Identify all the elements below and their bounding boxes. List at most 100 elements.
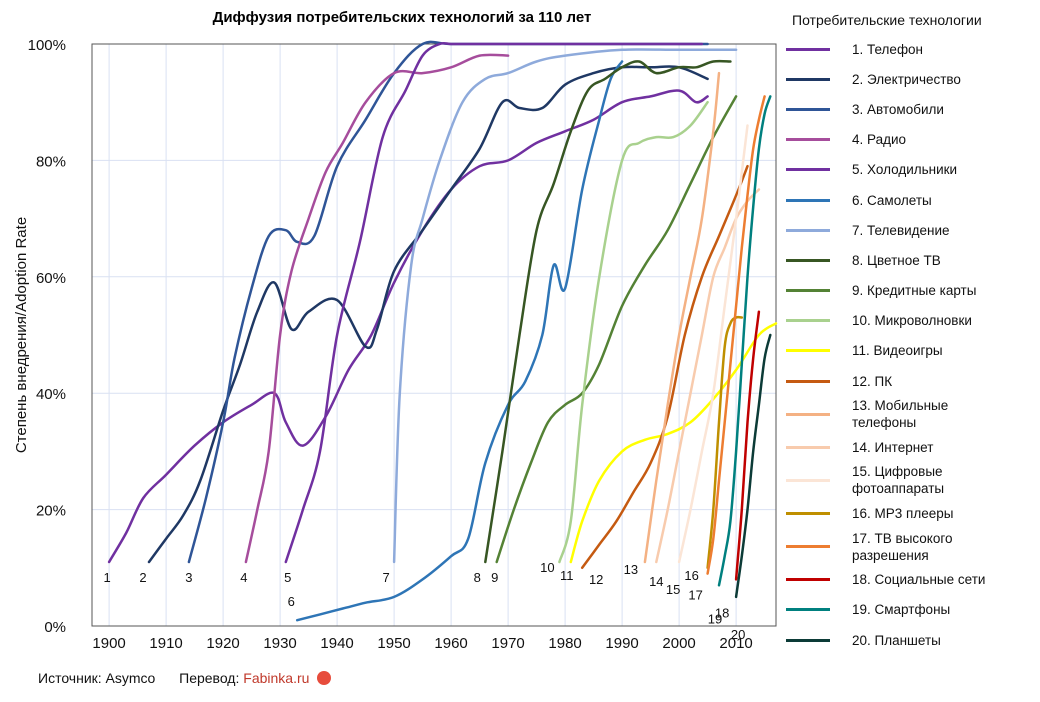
series-start-label: 14 [649, 574, 663, 589]
legend-swatch [786, 168, 830, 172]
legend: Потребительские технологии 1. Телефон 2. … [780, 8, 1038, 655]
series-start-label: 17 [688, 588, 702, 603]
legend-label: 1. Телефон [852, 41, 924, 57]
series-line [244, 53, 510, 564]
y-tick-label: 0% [44, 619, 66, 636]
plot-area [91, 43, 777, 627]
legend-swatch [786, 319, 830, 323]
legend-label: 14. Интернет [852, 439, 934, 455]
translation-label: Перевод: [179, 670, 240, 686]
x-tick-label: 2000 [662, 635, 695, 652]
legend-label: 7. Телевидение [852, 222, 950, 238]
series-start-label: 3 [185, 570, 192, 585]
legend-swatch [786, 608, 830, 612]
legend-label: 20. Планшеты [852, 632, 941, 648]
x-tick-label: 1990 [605, 635, 638, 652]
series-line [717, 95, 772, 587]
x-tick-label: 1930 [263, 635, 296, 652]
legend-item: 19. Смартфоны [780, 595, 1038, 625]
legend-item: 8. Цветное ТВ [780, 245, 1038, 275]
legend-item: 13. Мобильные телефоны [780, 396, 1038, 432]
legend-label: 10. Микроволновки [852, 313, 972, 329]
legend-label: 2. Электричество [852, 71, 961, 87]
series-line [734, 310, 761, 581]
legend-swatch [786, 512, 830, 516]
series-line [484, 59, 732, 564]
legend-swatch [786, 349, 830, 353]
legend-item: 7. Телевидение [780, 215, 1038, 245]
legend-item: 12. ПК [780, 366, 1038, 396]
series-start-label: 19 [708, 611, 722, 626]
legend-swatch [786, 412, 830, 416]
legend-item: 16. MP3 плееры [780, 498, 1038, 528]
legend-swatch [786, 379, 830, 383]
series-line [187, 40, 709, 564]
series-line [734, 333, 772, 599]
x-tick-label: 1980 [548, 635, 581, 652]
legend-label: 11. Видеоигры [852, 343, 943, 359]
series-start-label: 4 [240, 570, 247, 585]
series-start-label: 9 [491, 570, 498, 585]
series-line [495, 95, 738, 564]
x-tick-label: 1910 [149, 635, 182, 652]
y-tick-label: 20% [36, 503, 66, 520]
x-tick-label: 1970 [491, 635, 524, 652]
series-start-label: 7 [382, 570, 389, 585]
legend-swatch [786, 77, 830, 81]
legend-item: 4. Радио [780, 125, 1038, 155]
legend-item: 11. Видеоигры [780, 336, 1038, 366]
legend-swatch [786, 47, 830, 51]
legend-label: 8. Цветное ТВ [852, 252, 941, 268]
y-tick-label: 100% [28, 37, 66, 54]
legend-title: Потребительские технологии [792, 12, 982, 28]
legend-swatch [786, 107, 830, 111]
legend-item: 3. Автомобили [780, 94, 1038, 124]
legend-item: 17. ТВ высокого разрешения [780, 529, 1038, 565]
x-tick-label: 1950 [377, 635, 410, 652]
series-line [677, 124, 749, 564]
legend-label: 13. Мобильные телефоны [852, 398, 949, 431]
y-tick-label: 40% [36, 386, 66, 403]
series-start-label: 6 [288, 594, 295, 609]
brand-logo-icon [317, 671, 332, 685]
legend-swatch [786, 258, 830, 262]
legend-label: 19. Смартфоны [852, 602, 951, 618]
legend-item: 1. Телефон [780, 34, 1038, 64]
legend-item: 6. Самолеты [780, 185, 1038, 215]
source-text: Источник: Asymco [38, 670, 156, 686]
series-start-label: 12 [589, 572, 603, 587]
series-start-label: 16 [684, 568, 698, 583]
legend-item: 5. Холодильники [780, 155, 1038, 185]
series-start-label: 2 [139, 570, 146, 585]
legend-item: 18. Социальные сети [780, 565, 1038, 595]
series-start-label: 11 [560, 568, 574, 583]
legend-swatch [786, 638, 830, 642]
legend-swatch [786, 138, 830, 142]
x-tick-label: 1920 [206, 635, 239, 652]
legend-label: 6. Самолеты [852, 192, 932, 208]
legend-label: 17. ТВ высокого разрешения [852, 530, 953, 563]
legend-swatch [786, 478, 830, 482]
series-start-label: 20 [731, 627, 745, 642]
series-line [643, 71, 721, 564]
legend-swatch [786, 578, 830, 582]
series-line [284, 41, 704, 564]
series-line [107, 89, 709, 564]
legend-swatch [786, 289, 830, 293]
x-tick-label: 2010 [719, 635, 752, 652]
legend-item: 2. Электричество [780, 64, 1038, 94]
legend-item: 15. Цифровые фотоаппараты [780, 462, 1038, 498]
legend-label: 5. Холодильники [852, 162, 958, 178]
legend-label: 9. Кредитные карты [852, 283, 977, 299]
legend-item: 14. Интернет [780, 432, 1038, 462]
series-start-label: 18 [715, 605, 729, 620]
translation-credit: Fabinka.ru [243, 670, 310, 686]
series-line [655, 188, 761, 564]
legend-swatch [786, 228, 830, 232]
series-line [392, 48, 738, 564]
series-start-label: 15 [666, 582, 680, 597]
legend-label: 12. ПК [852, 373, 893, 389]
legend-swatch [786, 198, 830, 202]
footer: Источник: Asymco Перевод: Fabinka.ru [38, 670, 332, 686]
series-start-label: 5 [284, 570, 291, 585]
